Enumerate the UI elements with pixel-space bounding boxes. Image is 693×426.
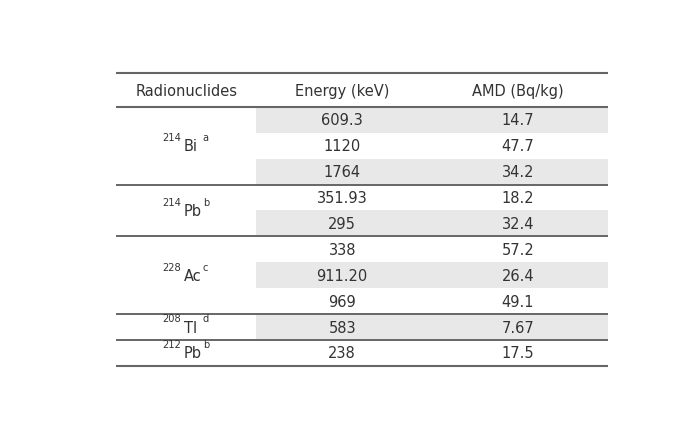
Bar	[116, 185, 256, 211]
Text: 583: 583	[328, 320, 356, 335]
Text: Radionuclides: Radionuclides	[135, 83, 237, 98]
Text: 214: 214	[163, 197, 182, 207]
Text: b: b	[203, 340, 209, 349]
Text: d: d	[203, 314, 209, 324]
Text: 14.7: 14.7	[502, 113, 534, 128]
Text: Pb: Pb	[184, 204, 202, 219]
Bar	[256, 288, 608, 314]
Text: 208: 208	[163, 314, 182, 324]
Text: 238: 238	[328, 345, 356, 360]
Text: 351.93: 351.93	[317, 190, 367, 206]
Text: 57.2: 57.2	[502, 242, 534, 257]
Text: 1120: 1120	[324, 139, 361, 154]
Text: 1764: 1764	[324, 165, 361, 180]
Bar	[116, 74, 608, 108]
Bar	[256, 159, 608, 185]
Text: 34.2: 34.2	[502, 165, 534, 180]
Text: 32.4: 32.4	[502, 216, 534, 231]
Bar	[256, 340, 608, 366]
Bar	[116, 237, 256, 263]
Text: 338: 338	[328, 242, 356, 257]
Bar	[116, 314, 256, 340]
Text: 49.1: 49.1	[502, 294, 534, 309]
Text: c: c	[203, 262, 208, 272]
Text: 17.5: 17.5	[502, 345, 534, 360]
Bar	[116, 340, 256, 366]
Text: AMD (Bq/kg): AMD (Bq/kg)	[472, 83, 563, 98]
Bar	[256, 185, 608, 211]
Text: Pb: Pb	[184, 345, 202, 360]
Bar	[256, 263, 608, 288]
Bar	[116, 288, 256, 314]
Text: Tl: Tl	[184, 320, 197, 335]
Bar	[116, 211, 256, 237]
Text: a: a	[203, 133, 209, 143]
Bar	[256, 108, 608, 133]
Text: 214: 214	[163, 133, 182, 143]
Bar	[116, 263, 256, 288]
Text: 18.2: 18.2	[502, 190, 534, 206]
Bar	[256, 133, 608, 159]
Text: 228: 228	[163, 262, 182, 272]
Bar	[256, 211, 608, 237]
Bar	[256, 237, 608, 263]
Text: 609.3: 609.3	[322, 113, 363, 128]
Bar	[116, 108, 256, 133]
Text: 26.4: 26.4	[502, 268, 534, 283]
Text: Ac: Ac	[184, 268, 201, 283]
Text: 295: 295	[328, 216, 356, 231]
Bar	[116, 133, 256, 159]
Text: 7.67: 7.67	[502, 320, 534, 335]
Bar	[256, 314, 608, 340]
Text: 911.20: 911.20	[317, 268, 368, 283]
Text: 969: 969	[328, 294, 356, 309]
Text: 47.7: 47.7	[502, 139, 534, 154]
Text: b: b	[203, 197, 209, 207]
Text: Bi: Bi	[184, 139, 198, 154]
Text: 212: 212	[163, 340, 182, 349]
Text: Energy (keV): Energy (keV)	[295, 83, 389, 98]
Bar	[116, 159, 256, 185]
